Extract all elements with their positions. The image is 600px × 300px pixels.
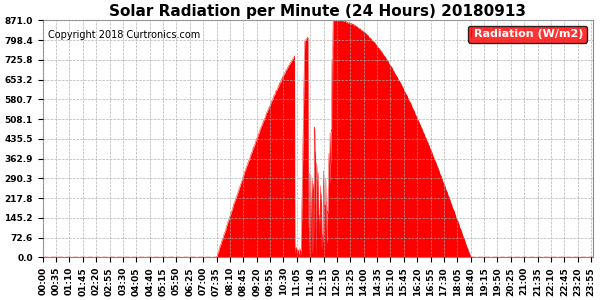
Text: Copyright 2018 Curtronics.com: Copyright 2018 Curtronics.com — [48, 30, 200, 40]
Title: Solar Radiation per Minute (24 Hours) 20180913: Solar Radiation per Minute (24 Hours) 20… — [109, 4, 526, 19]
Legend: Radiation (W/m2): Radiation (W/m2) — [467, 26, 587, 43]
